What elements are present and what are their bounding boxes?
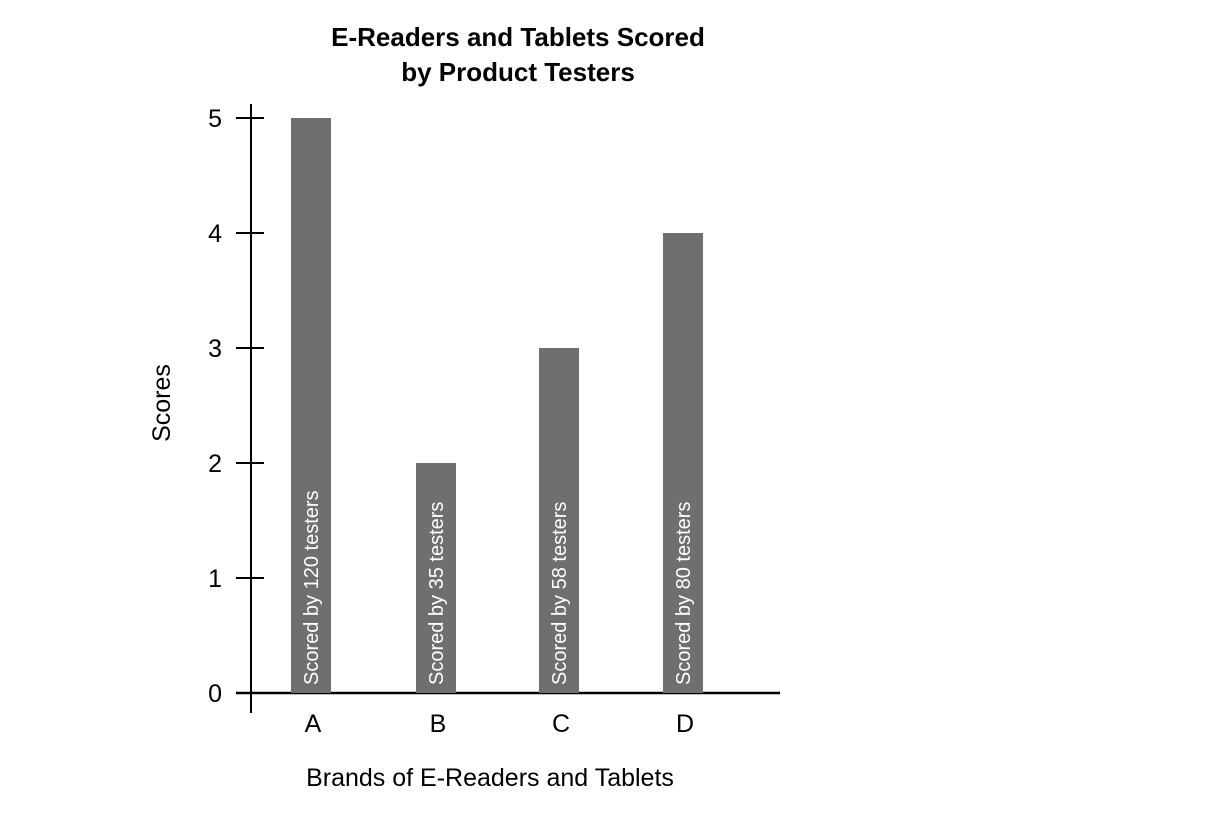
x-tick-label-c: C <box>552 710 570 738</box>
bar-label-b: Scored by 35 testers <box>426 502 448 685</box>
bar-c <box>539 348 579 693</box>
y-tick-label-2: 2 <box>208 450 222 478</box>
y-tick-label-1: 1 <box>208 565 222 593</box>
bar-d <box>663 233 703 693</box>
x-tick-label-d: D <box>676 710 694 738</box>
bar-label-a: Scored by 120 testers <box>301 490 323 685</box>
bar-a <box>291 118 331 693</box>
bar-label-c: Scored by 58 testers <box>549 502 571 685</box>
x-axis-label: Brands of E-Readers and Tablets <box>306 764 674 792</box>
chart-title-line-2: by Product Testers <box>401 57 635 87</box>
y-tick-label-4: 4 <box>208 220 222 248</box>
y-tick-label-3: 3 <box>208 335 222 363</box>
y-axis-label: Scores <box>148 364 176 442</box>
y-tick-label-5: 5 <box>208 105 222 133</box>
bar-label-d: Scored by 80 testers <box>673 502 695 685</box>
x-tick-label-b: B <box>430 710 447 738</box>
bar-b <box>416 463 456 693</box>
x-tick-label-a: A <box>305 710 322 738</box>
y-tick-label-0: 0 <box>208 680 222 708</box>
plot-area: Scored by 120 testers Scored by 35 tester… <box>208 104 780 738</box>
chart-title-line-1: E-Readers and Tablets Scored <box>331 22 705 52</box>
